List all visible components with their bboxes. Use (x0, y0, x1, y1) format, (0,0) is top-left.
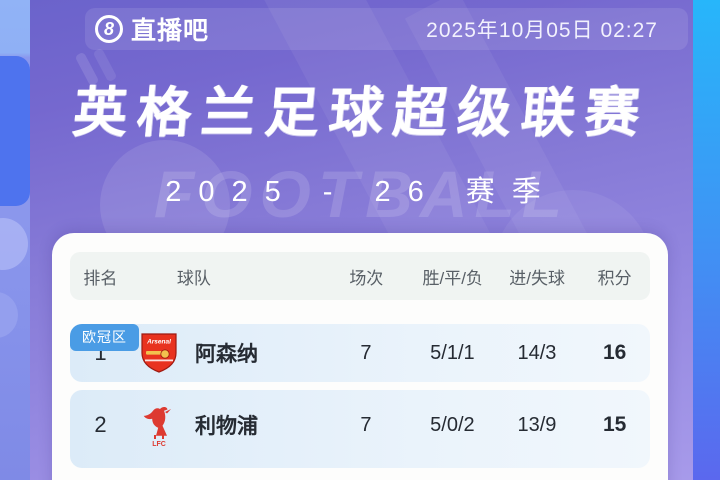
left-strip-shape (0, 56, 30, 206)
left-strip-blob (0, 218, 28, 270)
header-played: 场次 (349, 268, 384, 288)
goals-value: 13/9 (517, 413, 557, 436)
header-goals: 进/失球 (509, 268, 565, 288)
background-left-strip (0, 0, 30, 480)
goals-value: 14/3 (517, 341, 557, 364)
wdl-value: 5/1/1 (430, 341, 475, 364)
header-rank: 排名 (83, 268, 118, 288)
left-strip-blob-2 (0, 292, 18, 338)
header-wdl: 胜/平/负 (422, 268, 483, 288)
datetime-label: 2025年10月05日 02:27 (426, 19, 658, 42)
league-title: 英格兰足球超级联赛 (70, 83, 652, 143)
table-row[interactable]: 欧冠区 1 Arsenal 阿森纳 7 5/1/1 (70, 324, 650, 382)
poster-main-area: 8 直播吧 2025年10月05日 02:27 英格兰足球超级联赛 FOOTBA… (30, 0, 693, 480)
rank-value: 2 (94, 412, 107, 437)
top-bar: 8 直播吧 2025年10月05日 02:27 (85, 8, 688, 50)
header-points: 积分 (597, 268, 632, 288)
football-watermark: FOOTBALL (153, 157, 570, 231)
table-row[interactable]: 2 LFC 利物浦 7 5/0/2 13/9 15 (70, 390, 650, 468)
standings-card: 排名 球队 场次 胜/平/负 进/失球 积分 欧冠区 1 Arsenal (52, 233, 668, 480)
points-value: 16 (602, 341, 627, 364)
header-team: 球队 (176, 268, 211, 288)
svg-text:Arsenal: Arsenal (146, 339, 171, 346)
arsenal-crest-icon: Arsenal (141, 333, 177, 373)
logo-text: 直播吧 (131, 17, 210, 45)
table-header-row: 排名 球队 场次 胜/平/负 进/失球 积分 (70, 252, 650, 300)
played-value: 7 (360, 341, 372, 364)
team-name: 利物浦 (194, 415, 258, 438)
points-value: 15 (602, 413, 627, 436)
logo-8-icon: 8 (95, 15, 123, 43)
liverpool-crest-icon: LFC (143, 406, 171, 447)
wdl-value: 5/0/2 (430, 413, 475, 436)
zhibo8-logo: 8 直播吧 (95, 11, 209, 47)
background-right-strip (693, 0, 720, 480)
svg-text:LFC: LFC (152, 441, 166, 447)
champions-league-zone-badge: 欧冠区 (70, 324, 139, 351)
played-value: 7 (360, 413, 372, 436)
team-name: 阿森纳 (194, 343, 258, 366)
season-subtitle: 2025 - 26 赛季 (165, 176, 558, 208)
